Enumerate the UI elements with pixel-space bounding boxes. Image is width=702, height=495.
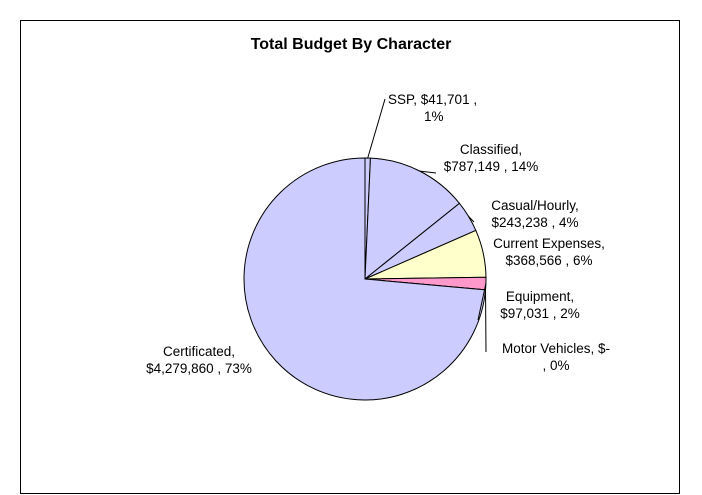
leader-line-ssp — [367, 98, 386, 159]
pie-slice-certificated — [243, 157, 487, 401]
data-label-line: $4,279,860 , 73% — [146, 361, 252, 376]
chart-frame: Total Budget By Character SSP, $41,701 ,… — [20, 20, 680, 494]
slice-labels: SSP, $41,701 , 1% Classified, $787,149 , 14… — [146, 92, 610, 376]
data-label-certificated: Certificated, $4,279,860 , 73% — [146, 344, 252, 376]
data-label-line: $787,149 , 14% — [444, 159, 539, 174]
data-label-line: , 0% — [542, 358, 569, 373]
data-label-line: Motor Vehicles, $- — [502, 341, 610, 356]
data-label-line: Casual/Hourly, — [491, 198, 579, 213]
data-label-line: Classified, — [460, 142, 522, 157]
leader-line-equipment — [477, 283, 487, 321]
leader-lines — [367, 98, 487, 353]
data-label-line: Equipment, — [506, 289, 574, 304]
data-label-equipment: Equipment, $97,031 , 2% — [500, 289, 580, 321]
leader-line-casual-hourly — [468, 216, 475, 223]
data-label-motor-vehicles: Motor Vehicles, $- , 0% — [502, 341, 610, 373]
data-label-ssp: SSP, $41,701 , 1% — [388, 92, 477, 124]
data-label-line: Current Expenses, — [493, 236, 605, 251]
pie-chart: Total Budget By Character SSP, $41,701 ,… — [146, 36, 610, 401]
data-label-line: $243,238 , 4% — [491, 215, 578, 230]
leader-line-classified — [419, 170, 437, 174]
data-label-casual-hourly: Casual/Hourly, $243,238 , 4% — [491, 198, 579, 230]
data-label-line: Certificated, — [163, 344, 235, 359]
pie-slices — [243, 157, 487, 401]
data-label-line: SSP, $41,701 , — [388, 92, 477, 107]
chart-title: Total Budget By Character — [251, 36, 452, 53]
data-label-classified: Classified, $787,149 , 14% — [444, 142, 539, 174]
data-label-current-expenses: Current Expenses, $368,566 , 6% — [493, 236, 605, 268]
data-label-line: $97,031 , 2% — [500, 306, 580, 321]
data-label-line: 1% — [424, 109, 444, 124]
data-label-line: $368,566 , 6% — [505, 253, 592, 268]
